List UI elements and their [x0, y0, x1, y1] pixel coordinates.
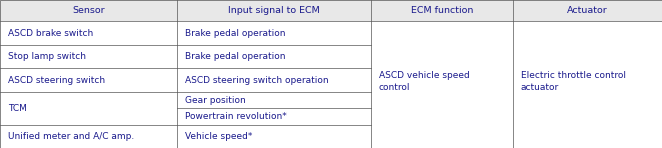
Text: Input signal to ECM: Input signal to ECM [228, 6, 320, 15]
Text: Electric throttle control
actuator: Electric throttle control actuator [521, 71, 626, 92]
Text: Vehicle speed*: Vehicle speed* [185, 132, 253, 141]
Text: Brake pedal operation: Brake pedal operation [185, 29, 286, 38]
Text: Brake pedal operation: Brake pedal operation [185, 52, 286, 61]
Text: ASCD steering switch operation: ASCD steering switch operation [185, 76, 329, 85]
Text: ECM function: ECM function [410, 6, 473, 15]
Text: Powertrain revolution*: Powertrain revolution* [185, 112, 287, 121]
Text: ASCD vehicle speed
control: ASCD vehicle speed control [379, 71, 469, 92]
Text: ASCD brake switch: ASCD brake switch [8, 29, 93, 38]
Text: ASCD steering switch: ASCD steering switch [8, 76, 105, 85]
Text: Stop lamp switch: Stop lamp switch [8, 52, 86, 61]
Text: Gear position: Gear position [185, 95, 246, 104]
Text: Actuator: Actuator [567, 6, 608, 15]
Text: Sensor: Sensor [72, 6, 105, 15]
Text: Unified meter and A/C amp.: Unified meter and A/C amp. [8, 132, 134, 141]
Bar [0, 0, 662, 21]
Text: TCM: TCM [8, 104, 27, 113]
